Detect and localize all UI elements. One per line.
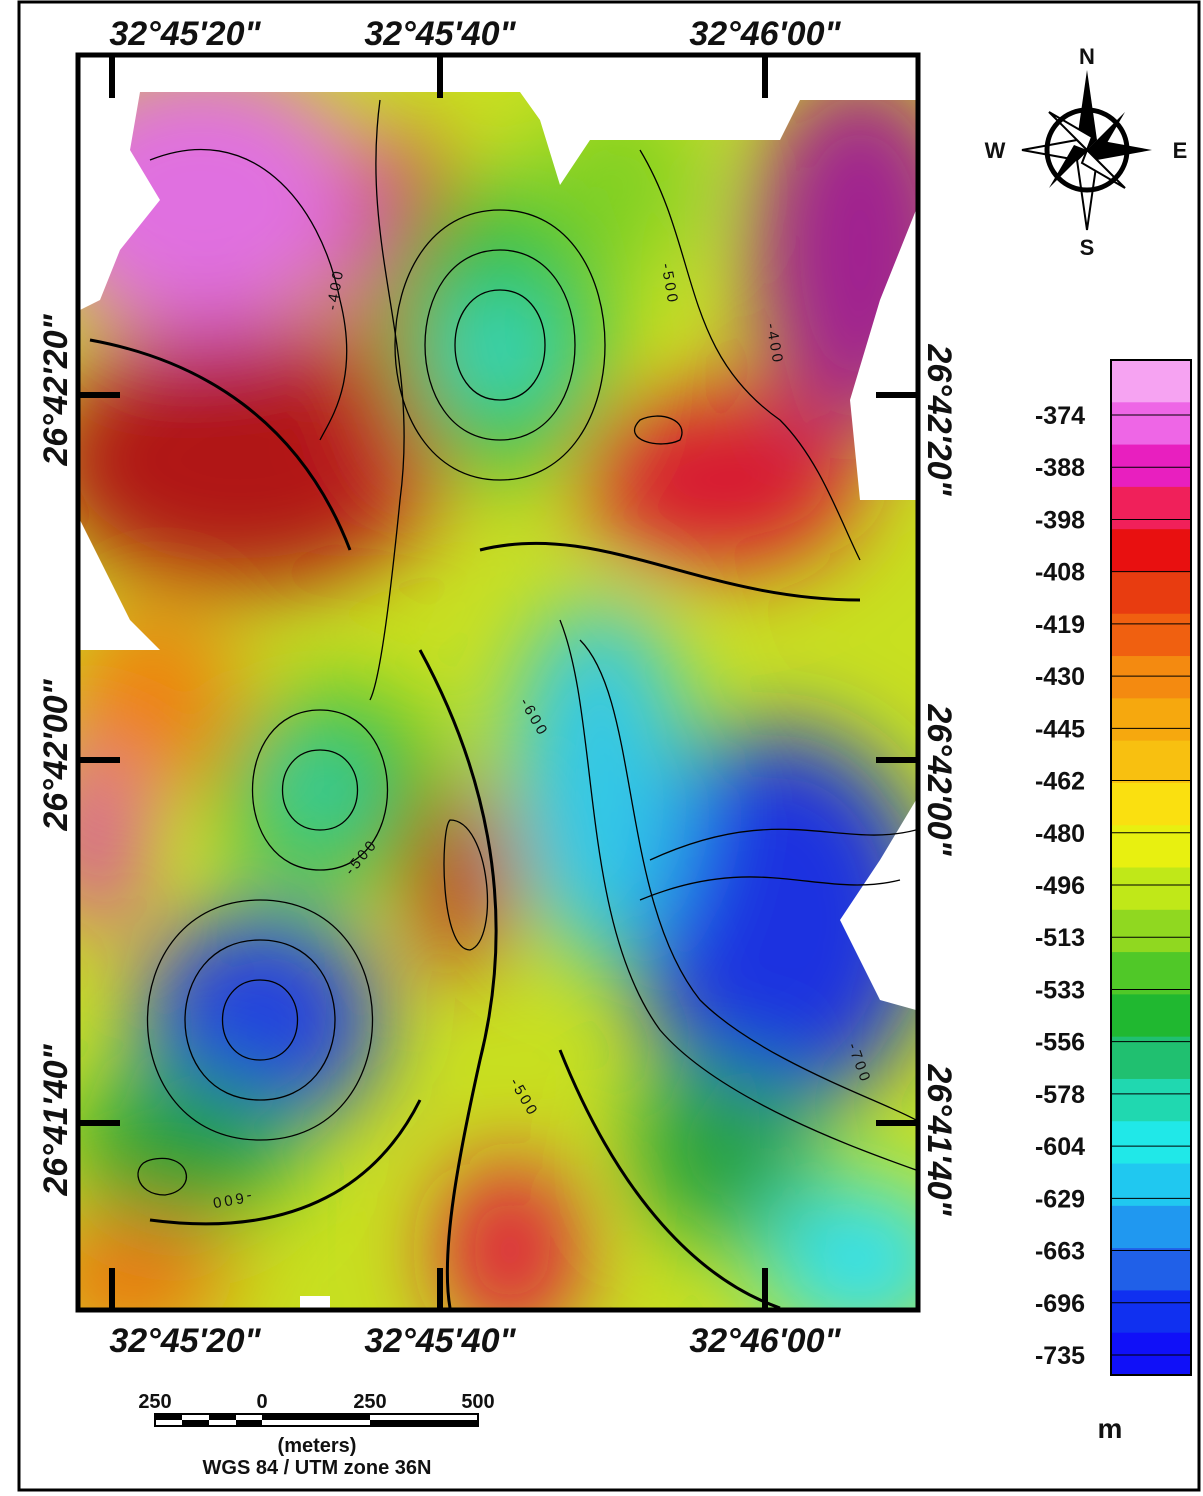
- legend-swatch: [1111, 952, 1191, 995]
- legend-swatch: [1111, 360, 1191, 403]
- legend-swatch: [1111, 656, 1191, 699]
- legend-label: -462: [1035, 768, 1085, 796]
- legend-label: -578: [1035, 1081, 1085, 1109]
- legend-swatch: [1111, 486, 1191, 530]
- left-coord-label: 26°42'20": [37, 313, 75, 466]
- outer-frame: [17, 0, 1201, 1492]
- scale-bar: [154, 1413, 479, 1427]
- legend-unit: m: [1098, 1413, 1123, 1444]
- legend-swatch: [1111, 1205, 1191, 1249]
- legend-label: -398: [1035, 506, 1085, 534]
- legend-label: -629: [1035, 1185, 1085, 1213]
- legend-label: -430: [1035, 663, 1085, 691]
- legend-label: -604: [1035, 1133, 1085, 1161]
- legend-label: -496: [1035, 872, 1085, 900]
- scale-label: 500: [461, 1391, 494, 1413]
- frame-ticks: [78, 55, 918, 1310]
- bottom-coord-label: 32°46'00": [689, 1322, 841, 1360]
- scale-label: 0: [256, 1391, 267, 1413]
- compass-north: N: [1079, 44, 1095, 69]
- legend-swatch: [1111, 613, 1191, 657]
- bottom-coord-label: 32°45'20": [109, 1322, 261, 1360]
- legend-swatch: [1111, 1163, 1191, 1207]
- legend-label: -513: [1035, 924, 1085, 952]
- top-coord-label: 32°45'40": [364, 15, 516, 53]
- projection: WGS 84 / UTM zone 36N: [203, 1457, 432, 1479]
- legend-label: -374: [1035, 402, 1085, 430]
- legend-swatch: [1111, 1078, 1191, 1122]
- legend-swatch: [1111, 825, 1191, 868]
- legend-swatch: [1111, 1332, 1191, 1376]
- bottom-coord-label: 32°45'40": [364, 1322, 516, 1360]
- legend-swatch: [1111, 782, 1191, 826]
- legend-swatch: [1111, 994, 1191, 1038]
- legend-swatch: [1111, 867, 1191, 911]
- legend-label: -445: [1035, 715, 1085, 743]
- right-coord-label: 26°42'00": [920, 703, 958, 856]
- compass-south: S: [1080, 235, 1095, 260]
- legend-label: -663: [1035, 1238, 1085, 1266]
- scale-label: 250: [138, 1391, 171, 1413]
- right-coord-label: 26°41'40": [920, 1063, 958, 1216]
- left-coord-label: 26°42'00": [37, 678, 75, 831]
- top-coord-label: 32°46'00": [689, 15, 841, 53]
- legend-label: -480: [1035, 820, 1085, 848]
- legend-swatch: [1111, 1248, 1191, 1291]
- compass-rose: [1021, 70, 1152, 231]
- legend-label: -408: [1035, 559, 1085, 587]
- legend-swatch: [1111, 1290, 1191, 1334]
- legend-label: -388: [1035, 454, 1085, 482]
- legend-swatch: [1111, 529, 1191, 572]
- compass-east: E: [1173, 138, 1188, 163]
- legend-frame: [1110, 359, 1192, 1376]
- right-coord-label: 26°42'20": [920, 343, 958, 496]
- legend-swatch: [1111, 909, 1191, 953]
- legend-label: -533: [1035, 976, 1085, 1004]
- legend-swatch: [1111, 444, 1191, 488]
- left-coord-label: 26°41'40": [37, 1043, 75, 1196]
- map-frame: [75, 52, 921, 1313]
- legend-label: -556: [1035, 1029, 1085, 1057]
- legend-swatch: [1111, 1036, 1191, 1080]
- legend-swatch: [1111, 402, 1191, 446]
- scale-label: 250: [353, 1391, 386, 1413]
- legend-swatch: [1111, 698, 1191, 742]
- legend-label: -696: [1035, 1290, 1085, 1318]
- color-legend: -374 -388 -398 -408 -419 -430 -445 -462 -480 -496…: [1035, 359, 1192, 1376]
- legend-label: -419: [1035, 611, 1085, 639]
- map-surface: [80, 57, 916, 1308]
- legend-swatch: [1111, 571, 1191, 615]
- compass-west: W: [985, 138, 1006, 163]
- top-coord-label: 32°45'20": [109, 15, 261, 53]
- legend-label: -735: [1035, 1342, 1085, 1370]
- scale-unit: (meters): [278, 1435, 357, 1457]
- legend-swatch: [1111, 740, 1191, 784]
- legend-swatch: [1111, 1121, 1191, 1165]
